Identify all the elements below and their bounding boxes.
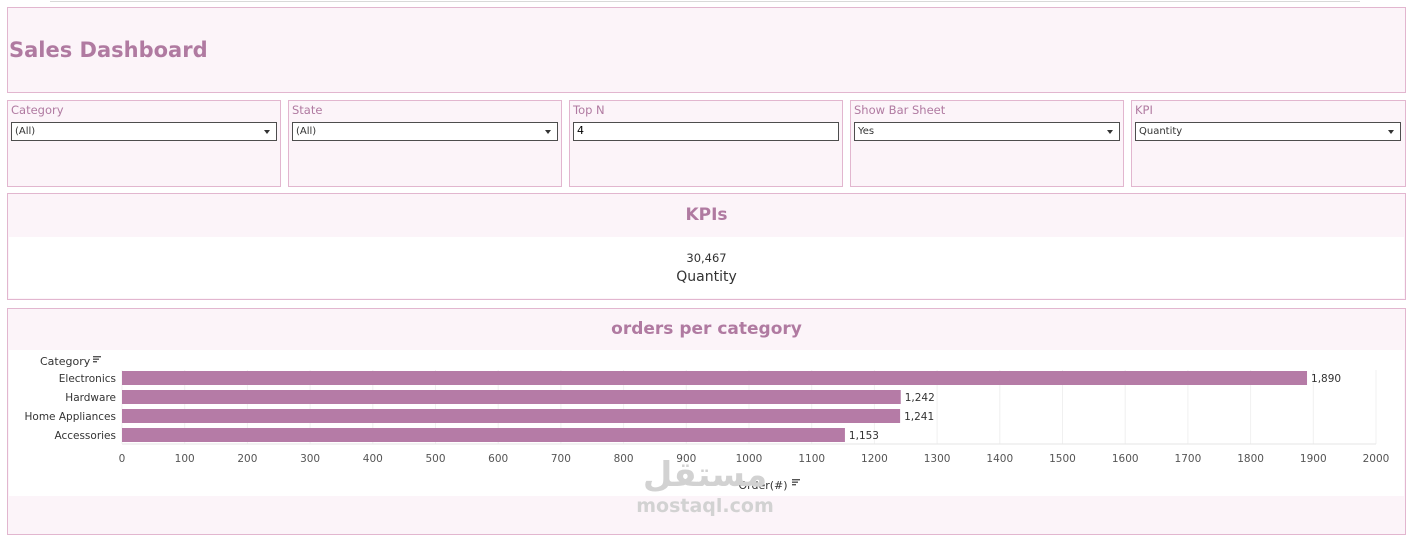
sort-icon [93, 356, 101, 358]
tick-label: 0 [119, 453, 126, 465]
filter-label: Category [11, 103, 64, 117]
filter-label: State [292, 103, 323, 117]
kpi-title: KPIs [685, 205, 728, 225]
dropdown-value: (All) [15, 126, 36, 137]
sort-icon [93, 361, 97, 363]
dashboard-title: Sales Dashboard [9, 38, 208, 62]
tick-label: 900 [676, 453, 696, 465]
dropdown-value: Yes [858, 126, 875, 137]
value-label: 1,242 [905, 392, 935, 404]
bar [122, 428, 845, 442]
category-label: Hardware [65, 392, 116, 404]
tick-label: 2000 [1363, 453, 1390, 465]
tick-label: 300 [300, 453, 320, 465]
sort-icon [792, 484, 796, 486]
top-n-input[interactable]: 4 [573, 122, 839, 141]
category-header: Category [40, 355, 91, 368]
category-label: Electronics [59, 373, 116, 385]
value-label: 1,153 [849, 430, 879, 442]
tick-label: 1800 [1237, 453, 1264, 465]
bar [122, 371, 1308, 385]
filter-kpi: KPI Quantity [1131, 100, 1406, 187]
tick-label: 1200 [861, 453, 888, 465]
tick-label: 100 [175, 453, 195, 465]
tick-label: 1700 [1175, 453, 1202, 465]
kpi-label: Quantity [676, 269, 737, 285]
sort-icon [792, 481, 798, 483]
filter-label: Show Bar Sheet [854, 103, 946, 117]
chart-area: Category Electronics 1,890 Hardware 1,242 Hom… [9, 350, 1404, 496]
dropdown-arrow-icon[interactable] [1388, 130, 1394, 134]
x-axis-title: Order(#) [738, 479, 787, 492]
category-dropdown[interactable]: (All) [11, 122, 277, 141]
sort-icon [792, 479, 800, 481]
kpi-value: 30,467 [686, 251, 727, 265]
input-value: 4 [577, 124, 584, 137]
chart-panel: orders per category Category Electronics 1… [7, 308, 1406, 535]
top-divider [50, 1, 1360, 2]
tick-label: 1500 [1049, 453, 1076, 465]
filter-label: Top N [573, 103, 605, 117]
dropdown-arrow-icon[interactable] [545, 130, 551, 134]
tick-label: 500 [425, 453, 445, 465]
bar-chart: Category Electronics 1,890 Hardware 1,242 Hom… [25, 355, 1390, 492]
tick-label: 700 [551, 453, 571, 465]
sort-icon [93, 358, 99, 360]
category-label: Accessories [54, 430, 116, 442]
value-label: 1,890 [1311, 373, 1341, 385]
tick-label: 800 [614, 453, 634, 465]
tick-label: 600 [488, 453, 508, 465]
kpi-dropdown[interactable]: Quantity [1135, 122, 1401, 141]
tick-label: 200 [237, 453, 257, 465]
dropdown-value: (All) [296, 126, 317, 137]
tick-label: 1300 [924, 453, 951, 465]
category-label: Home Appliances [25, 411, 117, 423]
dropdown-arrow-icon[interactable] [1107, 130, 1113, 134]
tick-label: 1100 [798, 453, 825, 465]
chart-title: orders per category [611, 319, 802, 339]
kpi-panel: KPIs 30,467 Quantity [7, 193, 1406, 300]
tick-label: 1400 [986, 453, 1013, 465]
dropdown-value: Quantity [1139, 126, 1183, 137]
state-dropdown[interactable]: (All) [292, 122, 558, 141]
tick-label: 1000 [736, 453, 763, 465]
tick-label: 1900 [1300, 453, 1327, 465]
tick-label: 400 [363, 453, 383, 465]
bar [122, 390, 901, 404]
value-label: 1,241 [904, 411, 934, 423]
kpi-card: 30,467 Quantity [9, 237, 1404, 298]
filter-category: Category (All) [7, 100, 281, 187]
title-panel: Sales Dashboard [7, 7, 1406, 93]
filter-show-bar-sheet: Show Bar Sheet Yes [850, 100, 1124, 187]
show-bar-sheet-dropdown[interactable]: Yes [854, 122, 1120, 141]
filter-top-n: Top N 4 [569, 100, 843, 187]
dropdown-arrow-icon[interactable] [264, 130, 270, 134]
filter-label: KPI [1135, 103, 1153, 117]
tick-label: 1600 [1112, 453, 1139, 465]
filter-state: State (All) [288, 100, 562, 187]
bar [122, 409, 901, 423]
